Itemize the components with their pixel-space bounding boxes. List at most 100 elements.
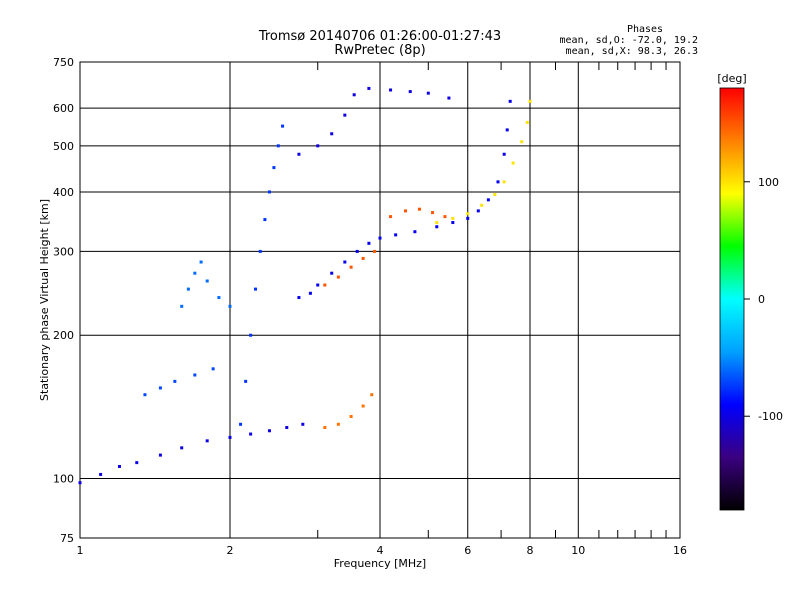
data-point: [323, 425, 327, 429]
data-point: [281, 124, 285, 128]
data-point: [336, 275, 340, 279]
colorbar-tick-label: 0: [758, 293, 765, 306]
data-point: [143, 393, 147, 397]
data-point: [451, 216, 455, 220]
y-tick-label: 75: [60, 532, 74, 545]
x-tick-label: 4: [377, 544, 384, 557]
data-point: [451, 221, 455, 225]
data-point: [349, 265, 353, 269]
data-point: [228, 435, 232, 439]
y-tick-label: 300: [53, 245, 74, 258]
data-point: [308, 291, 312, 295]
points-layer: [78, 86, 532, 485]
colorbar-ticks: 100 0 -100: [744, 176, 783, 423]
data-point: [431, 211, 435, 215]
data-point: [211, 367, 215, 371]
data-point: [297, 152, 301, 156]
data-point: [78, 481, 82, 485]
data-point: [228, 304, 232, 308]
data-point: [158, 386, 162, 390]
colorbar-tick-label: 100: [758, 176, 779, 189]
data-point: [199, 260, 203, 264]
data-point: [502, 180, 506, 184]
data-point: [217, 296, 221, 300]
x-tick-label: 1: [77, 544, 84, 557]
data-point: [370, 393, 374, 397]
x-axis-ticks: 1 2 4 6 8 10 16: [77, 62, 687, 557]
data-point: [352, 93, 356, 97]
data-point: [180, 446, 184, 450]
x-tick-label: 16: [673, 544, 687, 557]
data-point: [466, 212, 470, 216]
data-point: [367, 86, 371, 90]
stats-o-line: mean, sd,O: -72.0, 19.2: [560, 35, 698, 46]
y-tick-label: 200: [53, 329, 74, 342]
data-point: [267, 429, 271, 433]
data-point: [244, 379, 248, 383]
colorbar-tick-label: -100: [758, 410, 783, 423]
data-point: [476, 209, 480, 213]
data-point: [99, 472, 103, 476]
data-point: [389, 88, 393, 92]
y-tick-label: 750: [53, 56, 74, 69]
data-point: [180, 304, 184, 308]
data-point: [511, 161, 515, 165]
data-point: [349, 414, 353, 418]
chart-title: Tromsø 20140706 01:26:00-01:27:43: [258, 29, 501, 44]
y-axis-ticks: 75 100 200 300 400 500 600 750: [53, 56, 74, 545]
colorbar-label: [deg]: [717, 72, 746, 85]
data-point: [272, 166, 276, 170]
data-point: [258, 249, 262, 253]
data-point: [285, 425, 289, 429]
data-point: [205, 279, 209, 283]
data-point: [486, 198, 490, 202]
data-point: [361, 404, 365, 408]
y-tick-label: 600: [53, 102, 74, 115]
data-point: [186, 287, 190, 291]
data-point: [355, 249, 359, 253]
data-point: [496, 180, 500, 184]
data-point: [330, 271, 334, 275]
x-tick-label: 10: [571, 544, 585, 557]
data-point: [505, 128, 509, 132]
data-point: [267, 190, 271, 194]
data-point: [361, 256, 365, 260]
data-point: [343, 260, 347, 264]
colorbar: [719, 87, 745, 511]
data-point: [525, 120, 529, 124]
data-point: [343, 113, 347, 117]
data-point: [435, 221, 439, 225]
data-point: [408, 90, 412, 94]
data-point: [447, 96, 451, 100]
data-point: [301, 422, 305, 426]
data-point: [466, 216, 470, 220]
data-point: [205, 439, 209, 443]
data-point: [389, 215, 393, 219]
x-axis-label: Frequency [MHz]: [334, 557, 426, 570]
data-point: [276, 144, 280, 148]
data-point: [173, 379, 177, 383]
data-point: [413, 230, 417, 234]
data-point: [336, 422, 340, 426]
data-point: [193, 271, 197, 275]
data-point: [443, 215, 447, 219]
data-point: [403, 209, 407, 213]
data-point: [193, 373, 197, 377]
data-point: [239, 422, 243, 426]
data-point: [249, 333, 253, 337]
x-tick-label: 6: [464, 544, 471, 557]
data-point: [158, 453, 162, 457]
data-point: [435, 225, 439, 229]
y-axis-label: Stationary phase Virtual Height [km]: [38, 199, 51, 401]
data-point: [508, 99, 512, 103]
data-point: [263, 218, 267, 222]
data-point: [528, 99, 532, 103]
data-point: [394, 233, 398, 237]
stats-x-line: mean, sd,X: 98.3, 26.3: [566, 46, 698, 57]
data-point: [367, 241, 371, 245]
data-point: [502, 152, 506, 156]
data-point: [117, 464, 121, 468]
data-point: [378, 236, 382, 240]
data-point: [316, 144, 320, 148]
